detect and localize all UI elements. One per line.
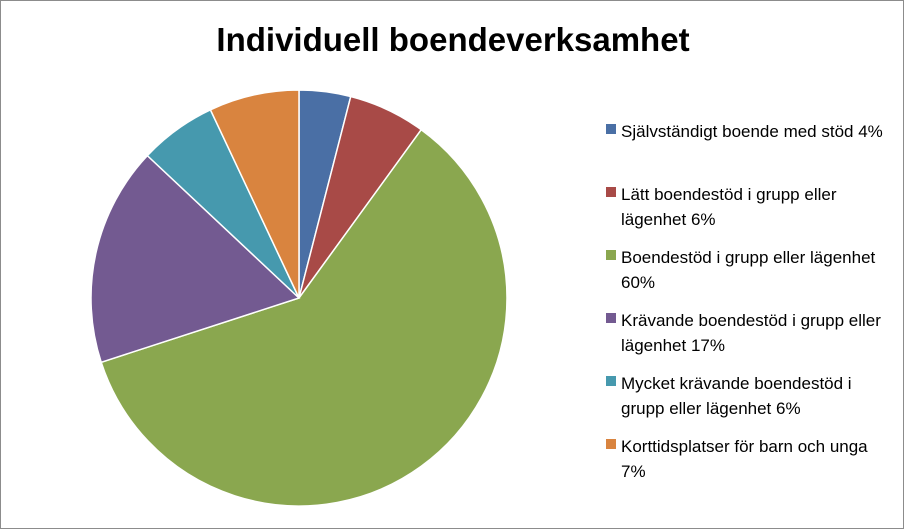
- legend-label: Mycket krävande boendestöd i grupp eller…: [621, 374, 852, 418]
- legend: Självständigt boende med stöd 4% Lätt bo…: [606, 119, 896, 497]
- pie-slice: [100, 128, 508, 507]
- legend-item: Lätt boendestöd i grupp eller lägenhet 6…: [606, 182, 896, 245]
- legend-swatch: [606, 187, 616, 197]
- legend-item: Korttidsplatser för barn och unga 7%: [606, 434, 896, 497]
- pie-slice: [90, 154, 301, 364]
- legend-item: Boendestöd i grupp eller lägenhet 60%: [606, 245, 896, 308]
- legend-label: Korttidsplatser för barn och unga 7%: [621, 437, 868, 481]
- legend-swatch: [606, 313, 616, 323]
- legend-label: Lätt boendestöd i grupp eller lägenhet 6…: [621, 185, 837, 229]
- legend-swatch: [606, 439, 616, 449]
- legend-item: Mycket krävande boendestöd i grupp eller…: [606, 371, 896, 434]
- legend-item: Självständigt boende med stöd 4%: [606, 119, 896, 182]
- chart-title: Individuell boendeverksamhet: [216, 21, 690, 58]
- legend-swatch: [606, 376, 616, 386]
- pie-slice: [209, 89, 300, 299]
- legend-swatch: [606, 124, 616, 134]
- legend-label: Självständigt boende med stöd 4%: [621, 122, 883, 141]
- legend-swatch: [606, 250, 616, 260]
- legend-item: Krävande boendestöd i grupp eller lägenh…: [606, 308, 896, 371]
- legend-label: Krävande boendestöd i grupp eller lägenh…: [621, 311, 881, 355]
- legend-label: Boendestöd i grupp eller lägenhet 60%: [621, 248, 876, 292]
